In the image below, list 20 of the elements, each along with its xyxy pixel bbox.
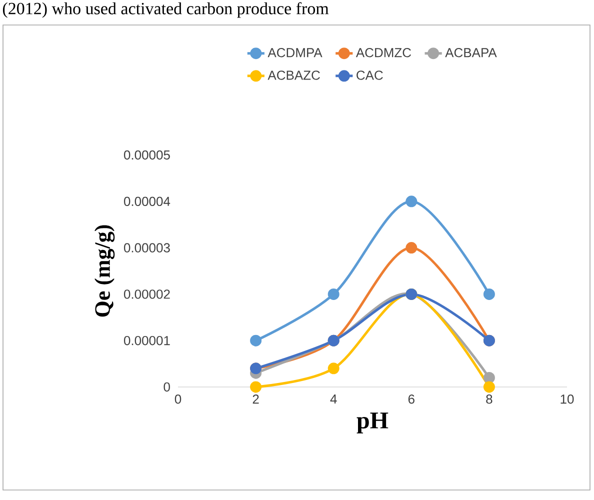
legend-label: CAC [356,70,383,80]
y-tick-label: 0.00004 [124,196,170,206]
y-tick-label: 0 [164,382,170,392]
y-axis-title: Qe (mg/g) [94,225,115,317]
x-tick-label: 6 [408,394,414,404]
y-tick-label: 0.00003 [124,243,170,252]
text: (2012) who used activated carbon produce from [2,2,329,18]
y-tick-label: 0.00001 [124,336,170,346]
x-tick-label: 4 [330,394,337,404]
legend-label: ACDMPA [268,48,322,58]
legend-label: ACBAPA [445,48,497,58]
x-tick-label: 10 [560,394,574,404]
legend-label: ACBAZC [268,70,320,80]
y-tick-label: 0.00005 [124,150,170,160]
x-tick-label: 0 [174,394,182,404]
legend-label: ACDMZC [356,48,412,58]
x-tick-label: 2 [252,394,259,404]
x-tick-label: 8 [486,394,492,404]
x-axis-title: pH [356,412,388,434]
y-tick-label: 0.00002 [124,290,170,299]
